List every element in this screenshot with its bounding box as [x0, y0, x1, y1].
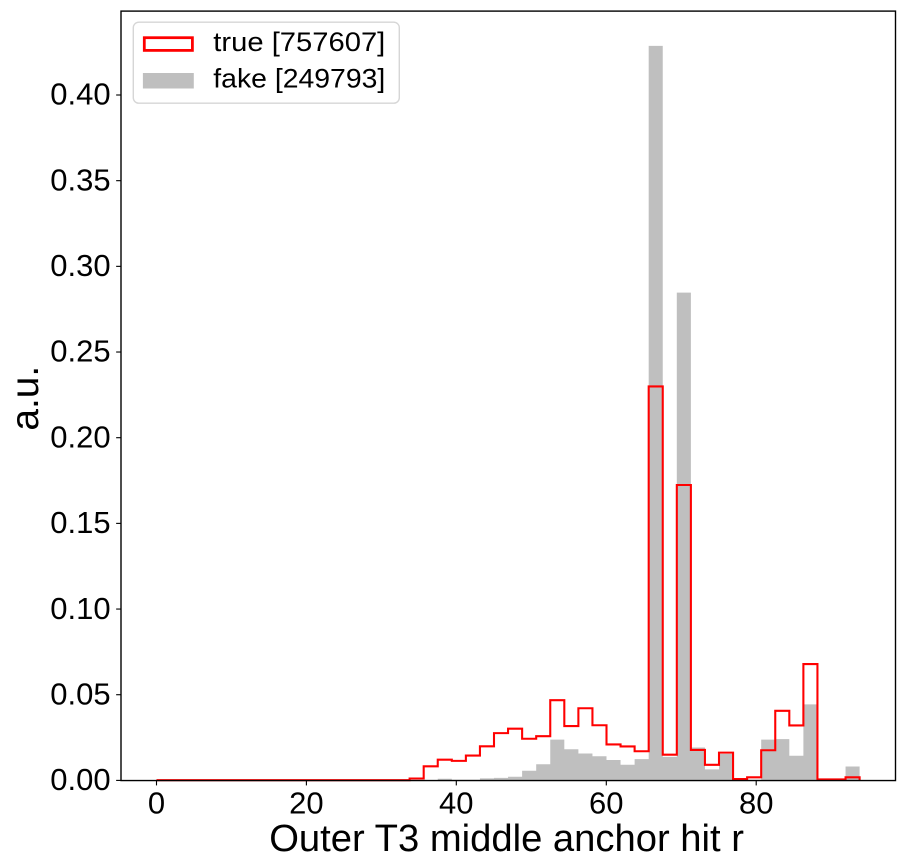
- svg-text:80: 80: [739, 785, 773, 820]
- svg-text:0.30: 0.30: [50, 248, 110, 283]
- svg-text:0.05: 0.05: [50, 676, 110, 711]
- svg-text:0.35: 0.35: [50, 162, 110, 197]
- svg-text:0.25: 0.25: [50, 334, 110, 369]
- svg-text:0.20: 0.20: [50, 419, 110, 454]
- svg-text:0.40: 0.40: [50, 77, 110, 112]
- svg-text:20: 20: [289, 785, 323, 820]
- svg-text:0.10: 0.10: [50, 591, 110, 626]
- svg-text:0.00: 0.00: [50, 762, 110, 797]
- svg-text:0: 0: [148, 785, 165, 820]
- svg-text:fake [249793]: fake [249793]: [213, 64, 385, 94]
- svg-text:a.u.: a.u.: [4, 366, 47, 431]
- svg-text:Outer T3 middle anchor hit r: Outer T3 middle anchor hit r: [269, 817, 744, 860]
- svg-text:0.15: 0.15: [50, 505, 110, 540]
- svg-text:40: 40: [439, 785, 473, 820]
- svg-text:60: 60: [589, 785, 623, 820]
- svg-text:true [757607]: true [757607]: [213, 27, 385, 57]
